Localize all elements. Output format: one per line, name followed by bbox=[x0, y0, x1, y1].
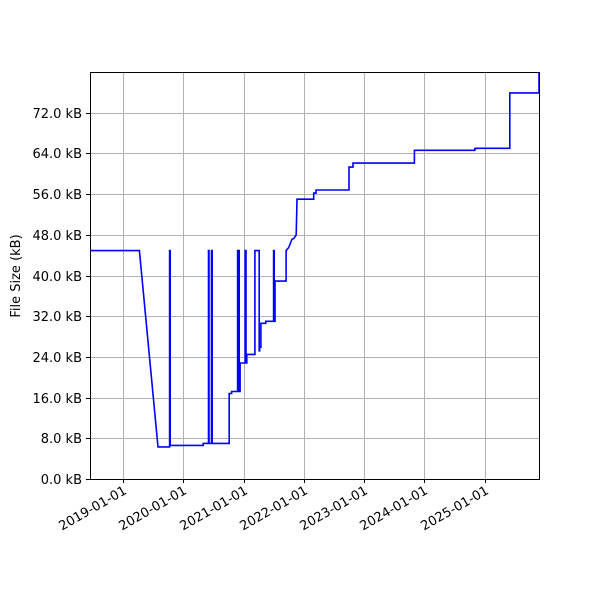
y-tick-label: 16.0 kB bbox=[32, 392, 82, 407]
y-tick-label: 8.0 kB bbox=[41, 432, 82, 447]
y-tick-label: 24.0 kB bbox=[32, 351, 82, 366]
x-tick-label: 2025-01-01 bbox=[419, 483, 492, 534]
y-axis: 0.0 kB 8.0 kB 16.0 kB 24.0 kB 32.0 kB 40.0 kB… bbox=[32, 107, 90, 488]
x-tick-label: 2020-01-01 bbox=[117, 483, 190, 534]
grid-lines bbox=[90, 72, 539, 480]
series-layer bbox=[90, 72, 540, 448]
x-axis: 2019-01-012020-01-012021-01-012022-01-01… bbox=[57, 479, 492, 534]
y-tick-label: 40.0 kB bbox=[32, 270, 82, 285]
series-line bbox=[90, 72, 540, 448]
y-axis-label: File Size (kB) bbox=[9, 234, 24, 317]
y-tick-label: 64.0 kB bbox=[32, 147, 82, 162]
plot-frame bbox=[90, 72, 540, 480]
x-tick-label: 2024-01-01 bbox=[358, 483, 431, 534]
y-tick-label: 0.0 kB bbox=[41, 473, 82, 488]
y-tick-label: 56.0 kB bbox=[32, 188, 82, 203]
y-tick-label: 48.0 kB bbox=[32, 229, 82, 244]
y-tick-label: 32.0 kB bbox=[32, 310, 82, 325]
y-tick-label: 72.0 kB bbox=[32, 107, 82, 122]
